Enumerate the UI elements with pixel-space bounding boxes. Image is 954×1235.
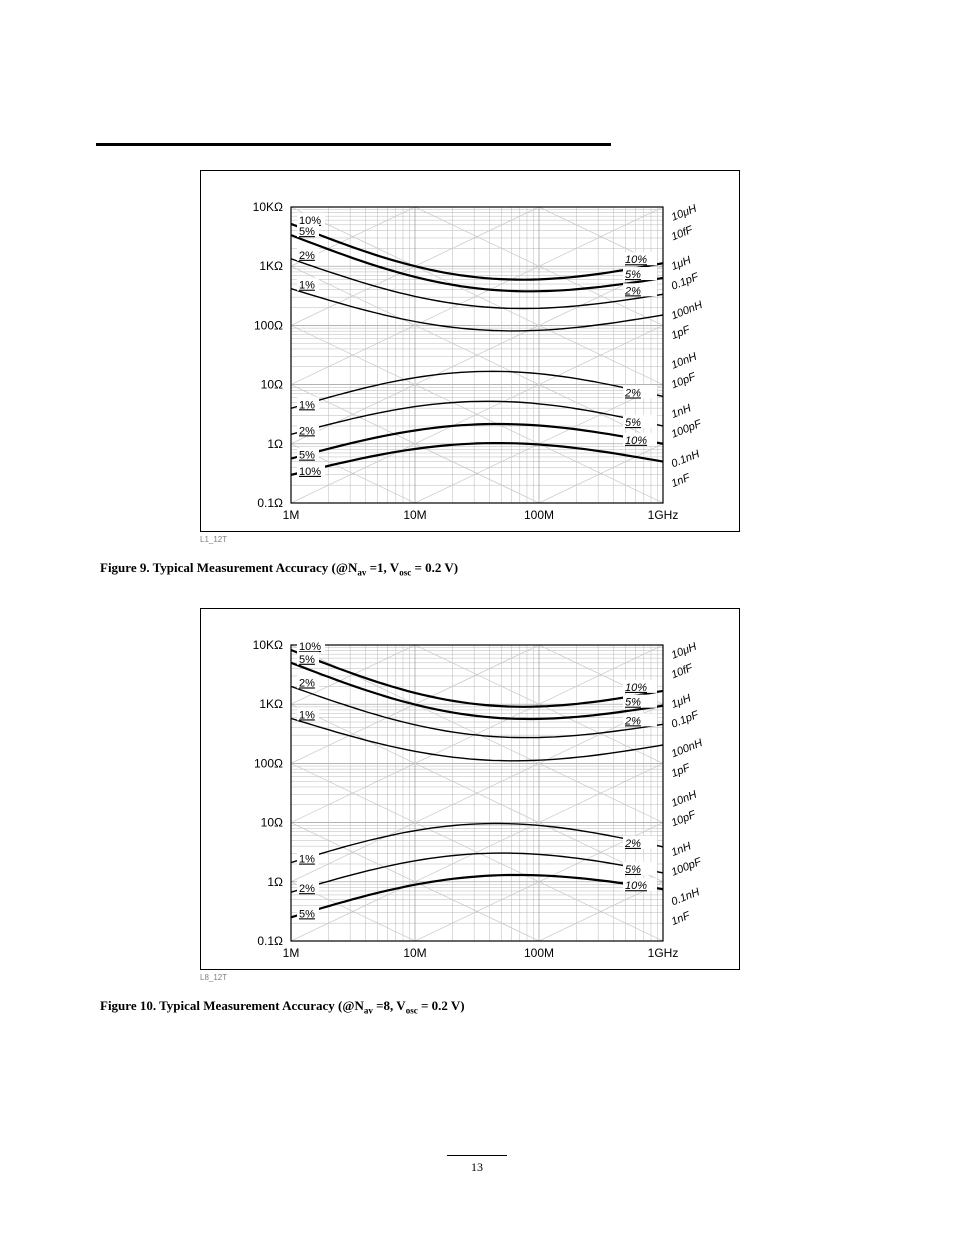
- svg-text:2%: 2%: [624, 715, 641, 727]
- svg-text:10fF: 10fF: [670, 661, 696, 681]
- svg-text:10M: 10M: [403, 946, 426, 960]
- svg-text:1M: 1M: [283, 946, 300, 960]
- figure-9-caption: Figure 9. Typical Measurement Accuracy (…: [100, 560, 740, 578]
- svg-text:1nF: 1nF: [670, 909, 693, 928]
- svg-text:2%: 2%: [624, 838, 641, 850]
- svg-text:1%: 1%: [299, 854, 315, 866]
- svg-text:2%: 2%: [299, 250, 315, 262]
- svg-text:5%: 5%: [299, 654, 315, 666]
- svg-text:0.1nH: 0.1nH: [670, 886, 702, 908]
- svg-text:2%: 2%: [299, 677, 315, 689]
- svg-text:1GHz: 1GHz: [648, 508, 679, 522]
- svg-text:10nH: 10nH: [670, 351, 699, 372]
- svg-text:1nH: 1nH: [670, 840, 693, 859]
- svg-text:0.1pF: 0.1pF: [670, 709, 702, 731]
- svg-text:100Ω: 100Ω: [254, 318, 283, 332]
- figure-9-svg: 0.1Ω 1Ω 10Ω 100Ω 1KΩ 10KΩ 1M 10M 100M 1GHz 10% 5% 2%…: [201, 171, 739, 531]
- svg-text:1pF: 1pF: [670, 761, 693, 780]
- svg-text:1%: 1%: [299, 709, 315, 721]
- svg-text:10%: 10%: [625, 435, 647, 447]
- svg-text:0.1Ω: 0.1Ω: [257, 934, 283, 948]
- svg-text:2%: 2%: [624, 285, 641, 297]
- svg-text:10μH: 10μH: [670, 641, 699, 662]
- svg-text:1GHz: 1GHz: [648, 946, 679, 960]
- svg-text:100pF: 100pF: [670, 855, 705, 878]
- top-rule: [96, 143, 611, 146]
- svg-text:5%: 5%: [625, 269, 641, 281]
- svg-text:1M: 1M: [283, 508, 300, 522]
- svg-text:5%: 5%: [625, 697, 641, 709]
- svg-text:10fF: 10fF: [670, 223, 696, 243]
- svg-text:1Ω: 1Ω: [267, 875, 283, 889]
- svg-text:1pF: 1pF: [670, 323, 693, 342]
- svg-text:1%: 1%: [299, 280, 315, 292]
- svg-text:10pF: 10pF: [670, 370, 699, 391]
- svg-text:2%: 2%: [299, 883, 315, 895]
- svg-text:1nF: 1nF: [670, 471, 693, 490]
- figure-10-svg: 0.1Ω1Ω10Ω100Ω1KΩ10KΩ1M10M100M1GHz10%5%2%…: [201, 609, 739, 969]
- svg-text:10%: 10%: [299, 466, 321, 478]
- svg-text:0.1nH: 0.1nH: [670, 448, 702, 470]
- svg-text:10Ω: 10Ω: [261, 378, 283, 392]
- page-number-block: 13: [0, 1155, 954, 1175]
- svg-text:10nH: 10nH: [670, 789, 699, 810]
- svg-text:10pF: 10pF: [670, 808, 699, 829]
- figure-9-block: 0.1Ω 1Ω 10Ω 100Ω 1KΩ 10KΩ 1M 10M 100M 1GHz 10% 5% 2%…: [200, 170, 740, 578]
- svg-text:1KΩ: 1KΩ: [259, 697, 283, 711]
- svg-text:5%: 5%: [299, 450, 315, 462]
- svg-text:10%: 10%: [625, 682, 647, 694]
- figure-10-block: 0.1Ω1Ω10Ω100Ω1KΩ10KΩ1M10M100M1GHz10%5%2%…: [200, 608, 740, 1016]
- svg-text:10KΩ: 10KΩ: [253, 638, 283, 652]
- svg-text:5%: 5%: [299, 908, 315, 920]
- svg-text:10μH: 10μH: [670, 203, 699, 224]
- figure-10-chart: 0.1Ω1Ω10Ω100Ω1KΩ10KΩ1M10M100M1GHz10%5%2%…: [200, 608, 740, 970]
- svg-text:10%: 10%: [299, 641, 321, 653]
- svg-text:10%: 10%: [625, 254, 647, 266]
- figure-10-caption: Figure 10. Typical Measurement Accuracy …: [100, 998, 740, 1016]
- figure-10-source-label: L8_12T: [200, 973, 740, 982]
- figure-9-source-label: L1_12T: [200, 535, 740, 544]
- svg-text:0.1Ω: 0.1Ω: [257, 496, 283, 510]
- svg-text:1%: 1%: [299, 399, 315, 411]
- svg-text:5%: 5%: [625, 864, 641, 876]
- svg-text:1nH: 1nH: [670, 402, 693, 421]
- svg-text:1μH: 1μH: [670, 254, 693, 273]
- page: 0.1Ω1Ω10Ω100Ω1KΩ10KΩ1M10M100M1GHz10%5%2%…: [0, 0, 954, 1235]
- svg-text:100M: 100M: [524, 508, 554, 522]
- svg-text:2%: 2%: [299, 425, 315, 437]
- svg-text:100nH: 100nH: [670, 299, 705, 322]
- svg-text:0.1pF: 0.1pF: [670, 271, 702, 293]
- svg-text:100nH: 100nH: [670, 737, 705, 760]
- svg-text:2%: 2%: [624, 387, 641, 399]
- svg-text:10KΩ: 10KΩ: [253, 200, 283, 214]
- svg-text:1KΩ: 1KΩ: [259, 259, 283, 273]
- svg-text:1Ω: 1Ω: [267, 437, 283, 451]
- page-number: 13: [471, 1160, 483, 1174]
- svg-text:100pF: 100pF: [670, 417, 705, 440]
- svg-text:10M: 10M: [403, 508, 426, 522]
- svg-text:10Ω: 10Ω: [261, 816, 283, 830]
- svg-text:100Ω: 100Ω: [254, 756, 283, 770]
- svg-text:1μH: 1μH: [670, 692, 693, 711]
- figure-9-chart: 0.1Ω 1Ω 10Ω 100Ω 1KΩ 10KΩ 1M 10M 100M 1GHz 10% 5% 2%…: [200, 170, 740, 532]
- svg-text:5%: 5%: [625, 417, 641, 429]
- svg-text:10%: 10%: [625, 880, 647, 892]
- svg-text:5%: 5%: [299, 226, 315, 238]
- svg-text:100M: 100M: [524, 946, 554, 960]
